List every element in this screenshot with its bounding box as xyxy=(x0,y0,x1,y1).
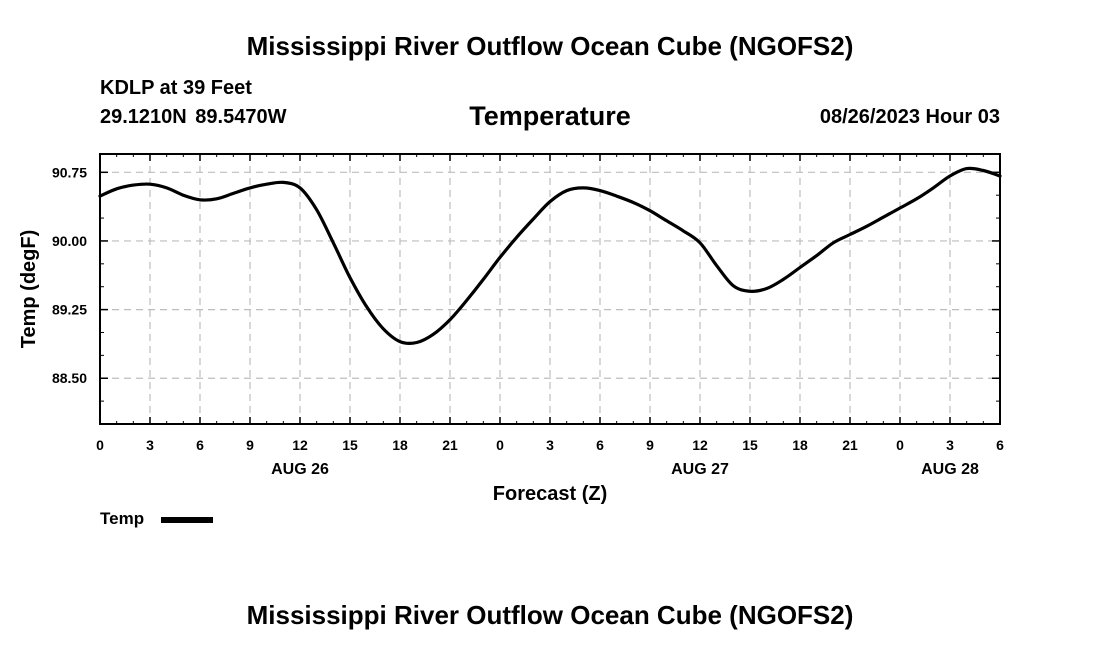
x-tick-label: 6 xyxy=(996,437,1004,453)
x-axis-ticks: 0 3 6 9 12 15 18 21 0 3 6 9 12 15 18 21 0 3 6 xyxy=(96,154,1004,453)
x-tick-label: 0 xyxy=(496,437,504,453)
day-labels: AUG 26 AUG 27 AUG 28 xyxy=(271,461,979,478)
temp-series-line xyxy=(98,166,1002,345)
x-tick-label: 0 xyxy=(896,437,904,453)
x-tick-label: 21 xyxy=(442,437,458,453)
x-tick-label: 18 xyxy=(792,437,808,453)
chart-title: Temperature xyxy=(469,101,631,131)
day-label: AUG 27 xyxy=(671,461,729,478)
grid-lines xyxy=(100,154,1000,424)
x-tick-label: 0 xyxy=(96,437,104,453)
x-tick-label: 9 xyxy=(646,437,654,453)
y-axis-title: Temp (degF) xyxy=(18,230,40,349)
x-tick-label: 6 xyxy=(196,437,204,453)
x-tick-label: 6 xyxy=(596,437,604,453)
x-tick-label: 15 xyxy=(742,437,758,453)
day-label: AUG 26 xyxy=(271,461,329,478)
x-tick-label: 15 xyxy=(342,437,358,453)
datetime-label: 08/26/2023 Hour 03 xyxy=(819,106,1000,128)
y-axis-ticks: 88.50 89.25 90.00 90.75 xyxy=(52,164,1000,386)
legend-swatch xyxy=(161,517,213,523)
x-tick-label: 12 xyxy=(692,437,708,453)
y-tick-label: 90.75 xyxy=(52,164,87,180)
x-tick-label: 18 xyxy=(392,437,408,453)
y-tick-label: 89.25 xyxy=(52,302,87,318)
main-title: Mississippi River Outflow Ocean Cube (NG… xyxy=(246,31,854,61)
x-tick-label: 3 xyxy=(946,437,954,453)
x-tick-label: 3 xyxy=(146,437,154,453)
footer-title: Mississippi River Outflow Ocean Cube (NG… xyxy=(246,600,854,630)
legend-label: Temp xyxy=(100,509,145,528)
x-tick-label: 12 xyxy=(292,437,308,453)
y-tick-label: 88.50 xyxy=(52,370,87,386)
x-tick-label: 9 xyxy=(246,437,254,453)
plot-frame xyxy=(99,153,1001,425)
coordinates-label: 29.1210N 89.5470W xyxy=(100,106,287,128)
x-tick-label: 3 xyxy=(546,437,554,453)
station-label: KDLP at 39 Feet xyxy=(100,77,252,99)
day-label: AUG 28 xyxy=(921,461,979,478)
x-axis-title: Forecast (Z) xyxy=(493,483,607,505)
y-tick-label: 90.00 xyxy=(52,233,87,249)
x-tick-label: 21 xyxy=(842,437,858,453)
